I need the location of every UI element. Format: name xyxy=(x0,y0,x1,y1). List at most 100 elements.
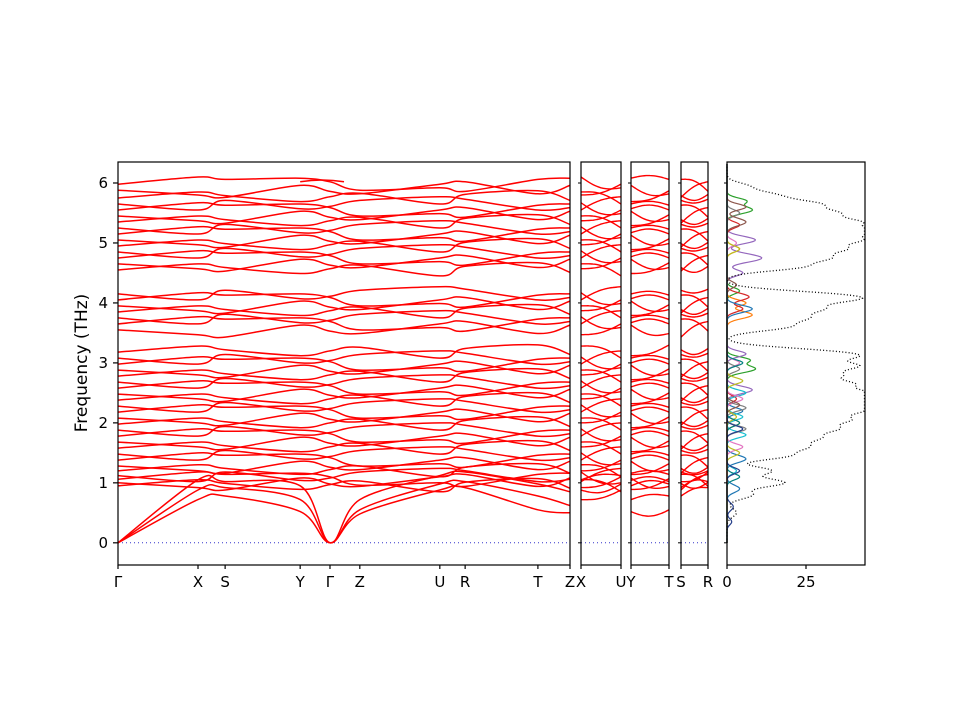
band-line xyxy=(630,290,670,296)
band-line xyxy=(680,296,709,314)
band-line xyxy=(580,316,622,330)
band-line xyxy=(580,239,622,253)
band-line xyxy=(630,300,670,313)
band-line xyxy=(630,426,670,432)
band-line xyxy=(630,324,670,337)
band-line xyxy=(680,222,709,228)
band-line xyxy=(580,350,622,365)
band-line xyxy=(117,408,571,427)
band-line xyxy=(630,204,670,211)
band-line xyxy=(580,323,622,336)
band-line xyxy=(580,478,622,493)
band-line xyxy=(580,299,622,312)
band-line xyxy=(580,257,622,270)
band-line xyxy=(117,309,571,325)
band-line xyxy=(631,262,670,275)
band-line xyxy=(680,320,709,338)
band-line xyxy=(580,233,622,246)
band-line xyxy=(630,460,670,473)
band-line xyxy=(117,398,571,414)
band-line xyxy=(680,443,709,452)
band-line xyxy=(580,380,622,394)
band-line xyxy=(580,446,622,461)
band-line xyxy=(117,391,571,407)
band-line xyxy=(630,477,670,490)
band-line xyxy=(680,230,709,248)
band-line xyxy=(630,364,670,377)
band-line xyxy=(630,388,670,401)
band-line xyxy=(680,198,709,204)
band-line xyxy=(680,470,709,476)
y-tick-label: 6 xyxy=(98,174,108,192)
band-line xyxy=(580,467,622,483)
band-line xyxy=(680,371,709,380)
band-line xyxy=(117,320,571,339)
band-line xyxy=(117,428,571,445)
band-line xyxy=(580,310,622,325)
x-tick-label: 0 xyxy=(722,573,732,591)
band-line xyxy=(581,476,622,489)
x-tick-label: U xyxy=(616,573,627,591)
band-line xyxy=(580,471,622,485)
band-line xyxy=(117,230,571,249)
band-line xyxy=(680,252,709,266)
band-line xyxy=(117,439,571,455)
band-line xyxy=(630,475,670,483)
x-tick-label: Z xyxy=(355,573,365,591)
y-tick-label: 0 xyxy=(98,534,108,552)
band-line xyxy=(117,384,571,403)
x-tick-label: S xyxy=(676,573,686,591)
axes-frame xyxy=(630,161,670,566)
band-line xyxy=(580,369,622,383)
band-line xyxy=(680,228,709,242)
x-tick-label: Y xyxy=(295,573,306,591)
x-tick-label: R xyxy=(460,573,470,591)
band-line xyxy=(581,459,622,472)
band-line xyxy=(580,305,622,319)
band-line xyxy=(117,244,571,260)
band-line xyxy=(117,206,571,225)
axes-frame xyxy=(680,161,709,566)
band-line xyxy=(680,358,709,372)
band-line xyxy=(580,441,622,455)
band-line xyxy=(117,380,571,397)
x-tick-label: Y xyxy=(625,573,636,591)
x-tick-label: X xyxy=(193,573,203,591)
band-line xyxy=(680,181,709,198)
band-line xyxy=(680,430,709,444)
band-line xyxy=(117,350,571,366)
band-line xyxy=(680,217,709,226)
band-line xyxy=(680,312,709,318)
y-tick-label: 3 xyxy=(98,354,108,372)
band-line xyxy=(630,344,670,357)
band-line xyxy=(630,318,670,325)
band-line xyxy=(117,285,571,301)
band-line xyxy=(580,435,622,448)
band-line xyxy=(117,249,571,267)
band-line xyxy=(630,252,670,259)
x-tick-label: R xyxy=(703,573,713,591)
band-line xyxy=(680,193,709,202)
band-line xyxy=(630,314,670,320)
x-tick-label: S xyxy=(220,573,230,591)
band-line xyxy=(630,412,670,425)
band-line xyxy=(680,409,709,426)
band-line-segment xyxy=(300,179,345,183)
band-line xyxy=(117,189,571,205)
band-line xyxy=(580,463,622,478)
band-line xyxy=(117,367,571,383)
band-line xyxy=(580,250,622,264)
band-line xyxy=(580,356,622,370)
band-line xyxy=(680,206,709,224)
band-line xyxy=(630,509,670,517)
y-tick-label: 5 xyxy=(98,234,108,252)
band-line xyxy=(117,213,571,229)
band-line xyxy=(580,374,622,389)
band-line xyxy=(580,191,622,205)
band-line xyxy=(117,422,571,438)
band-line xyxy=(580,428,622,442)
band-line xyxy=(630,354,670,360)
